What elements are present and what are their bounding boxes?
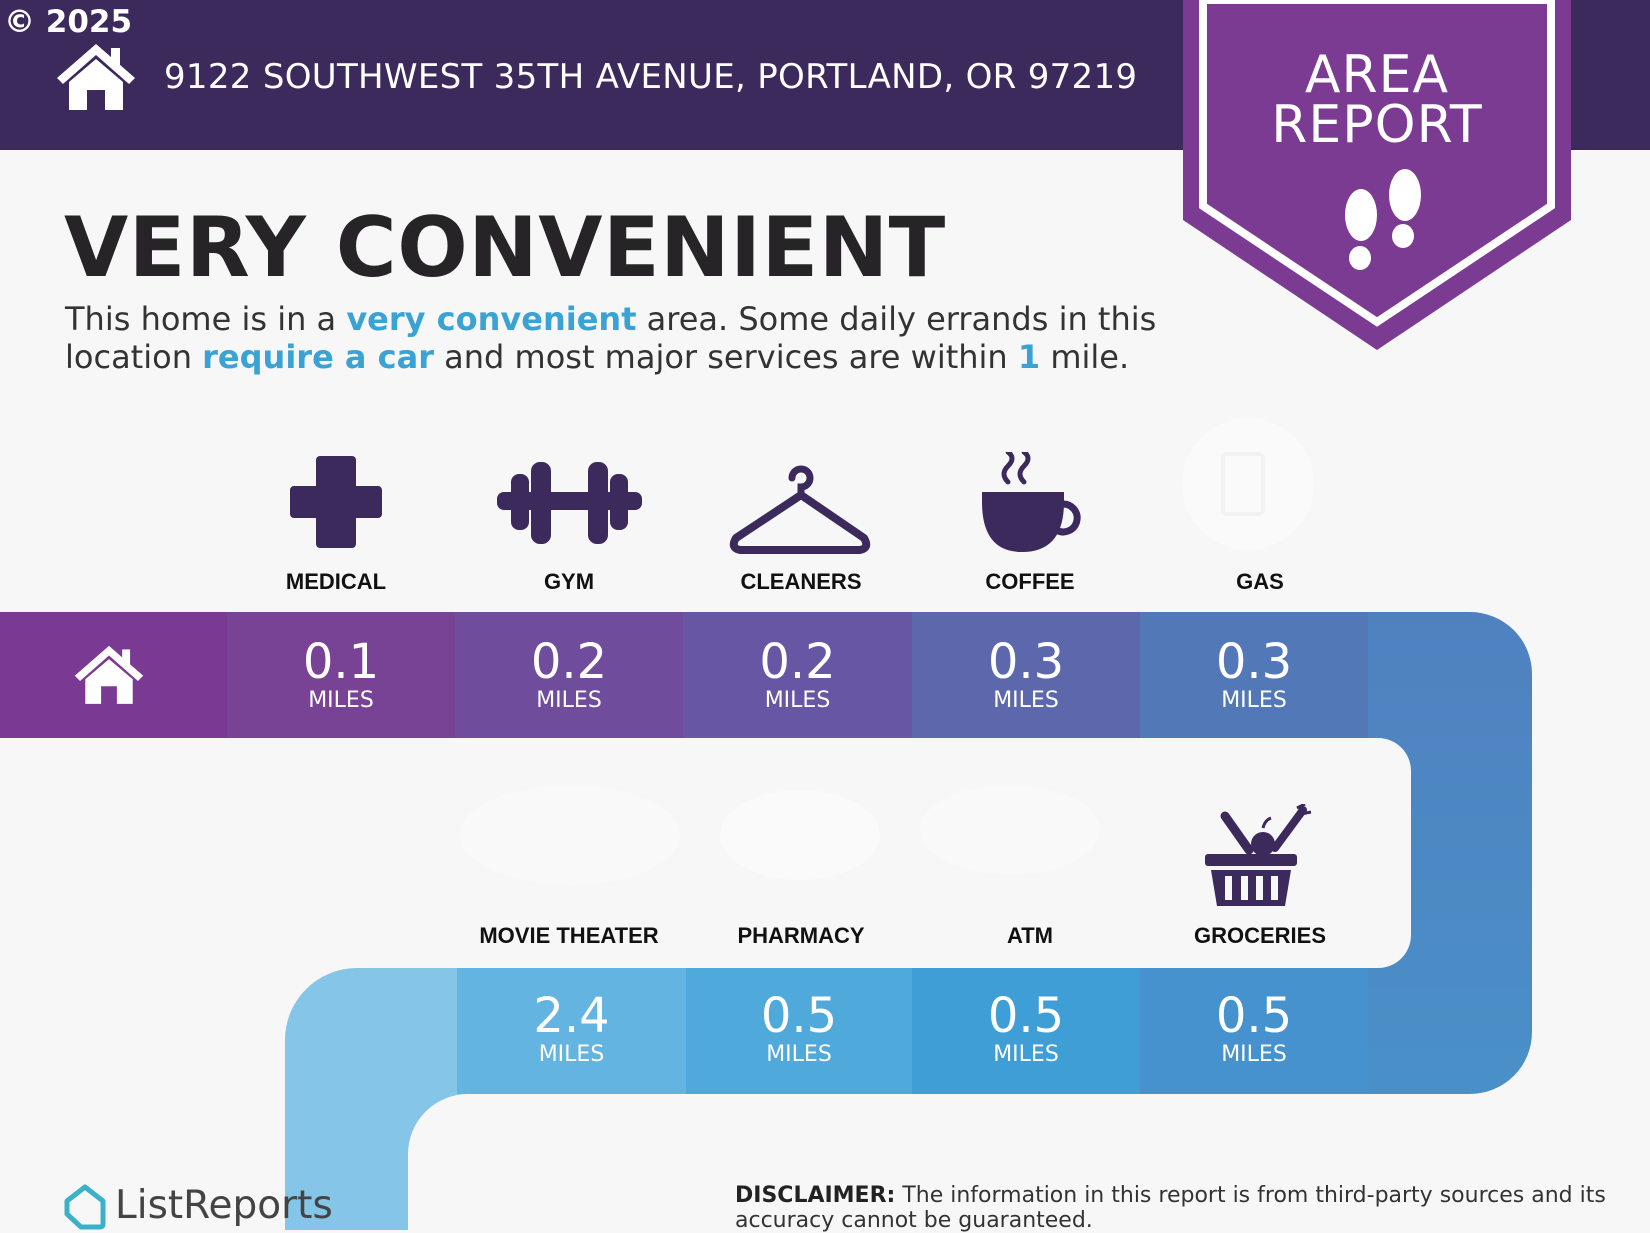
property-address: 9122 SOUTHWEST 35TH AVENUE, PORTLAND, OR… [164, 57, 1138, 97]
listreports-logo-icon [64, 1184, 106, 1230]
grocery-basket-icon [1205, 804, 1312, 906]
area-report-badge [1183, 0, 1571, 350]
service-label-groceries: GROCERIES [1193, 923, 1327, 948]
service-label-gym: GYM [543, 569, 595, 594]
badge-title: AREA REPORT [1271, 45, 1483, 155]
hanger-icon [729, 465, 871, 554]
home-icon [74, 645, 144, 704]
distance-cleaners: 0.2 MILES [759, 634, 836, 713]
gas-pump-icon [1182, 418, 1314, 550]
faded-icons-row [460, 785, 1100, 885]
service-label-gas: GAS [1236, 569, 1284, 594]
service-label-atm: ATM [1006, 923, 1054, 948]
home-icon [57, 44, 135, 110]
service-label-movie-theater: MOVIE THEATER [479, 923, 659, 948]
service-label-coffee: COFFEE [985, 569, 1075, 594]
distance-medical: 0.1 MILES [302, 634, 380, 713]
listreports-logo: ListReports [115, 1183, 333, 1228]
convenience-description: This home is in a very convenient area. … [65, 300, 1157, 376]
distance-gym: 0.2 MILES [530, 634, 608, 713]
distance-movie-theater: 2.4 MILES [533, 988, 610, 1067]
distance-gas: 0.3 MILES [1215, 634, 1293, 713]
footprints-icon [1345, 169, 1421, 270]
distance-atm: 0.5 MILES [987, 988, 1065, 1067]
distance-groceries: 0.5 MILES [1215, 988, 1293, 1067]
service-label-medical: MEDICAL [285, 569, 387, 594]
medical-cross-icon [290, 456, 382, 548]
distance-pharmacy: 0.5 MILES [760, 988, 838, 1067]
disclaimer-text: DISCLAIMER: The information in this repo… [735, 1183, 1606, 1233]
copyright-text: © 2025 [4, 4, 133, 40]
service-label-cleaners: CLEANERS [740, 569, 862, 594]
convenience-headline: VERY CONVENIENT [64, 199, 946, 296]
coffee-cup-icon [982, 452, 1081, 552]
dumbbell-icon [497, 462, 642, 544]
distance-coffee: 0.3 MILES [987, 634, 1065, 713]
service-label-pharmacy: PHARMACY [737, 923, 865, 948]
